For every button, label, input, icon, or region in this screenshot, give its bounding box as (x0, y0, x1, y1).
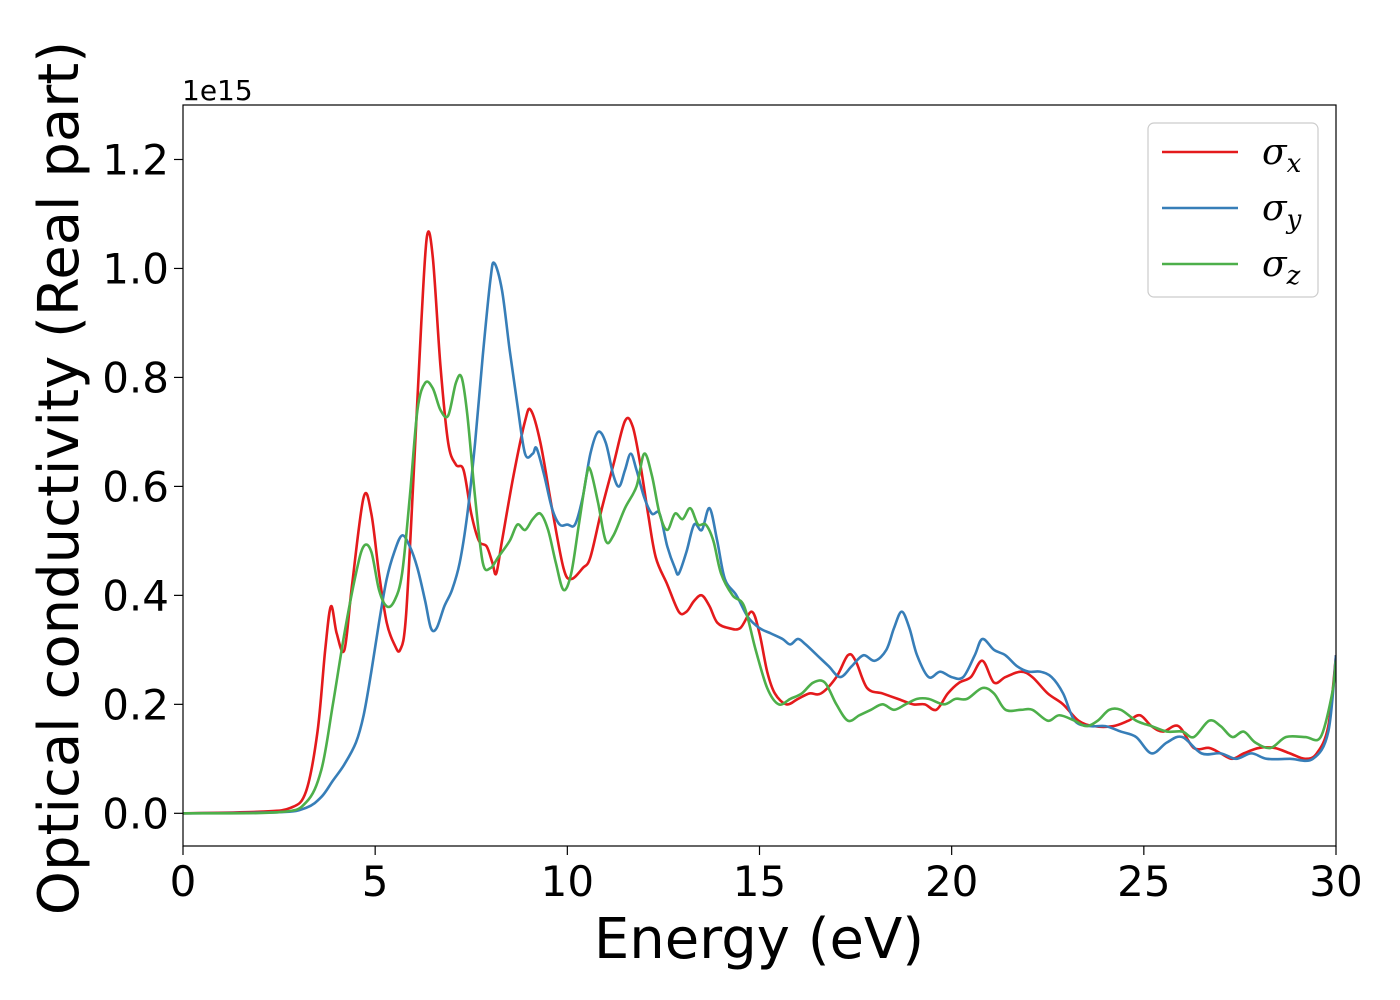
series-line-z (183, 373, 1336, 815)
y-tick-label: 0.8 (102, 353, 169, 402)
y-axis-title: Optical conductivity (Real part) (27, 41, 92, 915)
y-tick-label: 0.6 (102, 462, 169, 511)
y-tick-label: 1.2 (102, 135, 169, 184)
legend-label-y: σy (1262, 188, 1302, 235)
x-axis-title: Energy (eV) (594, 907, 924, 972)
y-tick-label: 0.2 (102, 680, 169, 729)
y-tick-label: 0.4 (102, 571, 169, 620)
legend-frame (1147, 122, 1319, 298)
y-offset-label: 1e15 (182, 74, 253, 107)
x-tick-label: 15 (733, 857, 786, 906)
plot-area (183, 230, 1336, 815)
x-tick-label: 0 (170, 857, 197, 906)
y-axis: 0.0 0.2 0.4 0.6 0.8 1.0 1.2 (102, 135, 183, 838)
x-tick-label: 20 (925, 857, 978, 906)
x-tick-label: 5 (362, 857, 389, 906)
y-tick-label: 0.0 (102, 789, 169, 838)
x-tick-label: 10 (541, 857, 594, 906)
x-axis: 0 5 10 15 20 25 30 (170, 846, 1363, 906)
x-tick-label: 30 (1309, 857, 1362, 906)
y-tick-label: 1.0 (102, 244, 169, 293)
series-line-x (183, 230, 1336, 815)
x-tick-label: 25 (1117, 857, 1170, 906)
legend-label-x: σx (1262, 132, 1302, 179)
series-line-y (183, 261, 1336, 815)
